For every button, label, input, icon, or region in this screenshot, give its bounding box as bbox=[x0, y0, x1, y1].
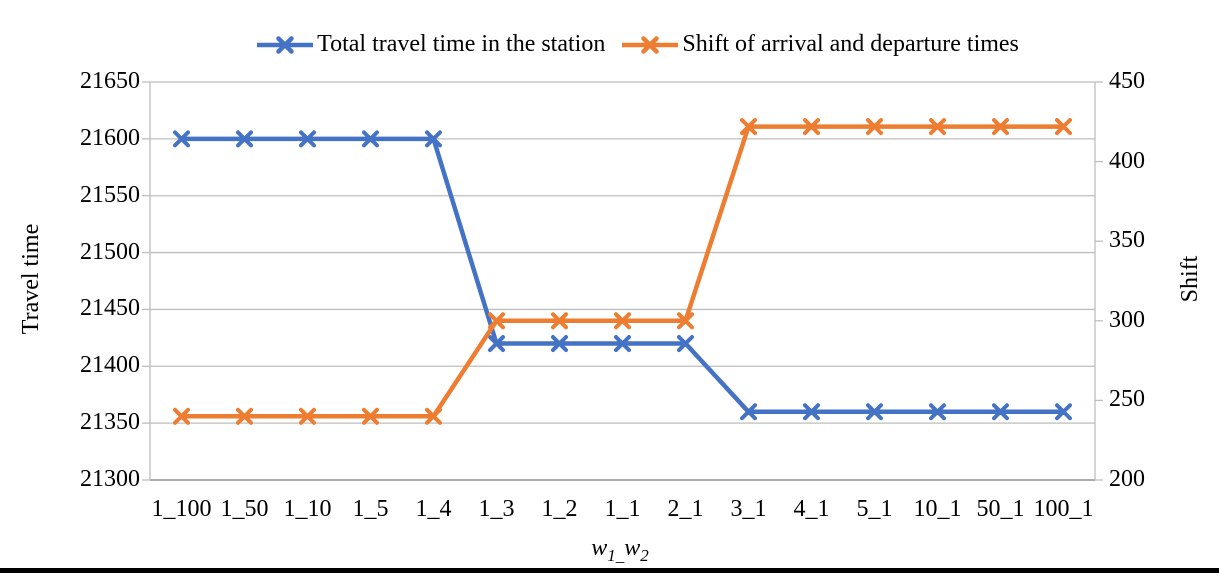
x-axis-tick-label: 10_1 bbox=[913, 496, 962, 522]
legend-item-shift: Shift of arrival and departure times bbox=[621, 31, 1019, 59]
left-axis-tick-label: 21400 bbox=[80, 352, 140, 379]
x-axis-tick-label: 100_1 bbox=[1033, 496, 1094, 522]
left-axis-tick-label: 21300 bbox=[80, 466, 140, 492]
right-axis-tick-label: 250 bbox=[1109, 386, 1145, 413]
left-axis-tick-label: 21450 bbox=[80, 295, 140, 322]
x-axis-tick-label: 1_1 bbox=[604, 496, 641, 522]
x-axis-tick-label: 4_1 bbox=[793, 496, 830, 522]
line-x-marker-orange-icon bbox=[622, 36, 679, 54]
right-axis-tick-label: 450 bbox=[1109, 68, 1145, 94]
legend-label-total-travel-time: Total travel time in the station bbox=[317, 31, 606, 58]
series-total-travel-time-line bbox=[181, 136, 1064, 415]
x-axis-tick-label: 1_4 bbox=[415, 496, 452, 522]
right-axis-tick-label: 200 bbox=[1109, 466, 1145, 492]
x-axis-tick-label: 1_10 bbox=[283, 496, 332, 522]
x-axis-title: w1_w2 bbox=[591, 535, 649, 565]
left-axis-tick-label: 21650 bbox=[80, 68, 140, 94]
left-axis-tick-label: 21600 bbox=[80, 124, 140, 151]
legend: Total travel time in the station Shift o… bbox=[0, 30, 1219, 60]
left-axis-tick-label: 21350 bbox=[80, 409, 140, 436]
legend-label-shift: Shift of arrival and departure times bbox=[682, 31, 1019, 58]
series-total-travel-time-markers bbox=[173, 130, 1072, 421]
x-axis-tick-label: 2_1 bbox=[667, 496, 704, 522]
legend-item-total-travel-time: Total travel time in the station bbox=[256, 31, 605, 59]
x-axis-tick-label: 1_2 bbox=[541, 496, 578, 522]
left-axis-tick-label: 21500 bbox=[80, 238, 140, 265]
x-axis-tick-label: 1_50 bbox=[220, 496, 269, 522]
x-axis-tick-label: 50_1 bbox=[976, 496, 1025, 522]
bottom-border-bar bbox=[0, 568, 1219, 573]
series-shift-markers bbox=[173, 118, 1072, 425]
x-axis-tick-label: 1_100 bbox=[151, 496, 212, 522]
right-axis-tick-label: 350 bbox=[1109, 227, 1145, 254]
x-axis-tick-label: 5_1 bbox=[856, 496, 893, 522]
x-axis-tick-label: 1_5 bbox=[352, 496, 389, 522]
right-axis-tick-label: 400 bbox=[1109, 147, 1145, 174]
line-x-marker-blue-icon bbox=[257, 36, 314, 54]
series-shift-line bbox=[181, 124, 1064, 419]
right-axis-tick-label: 300 bbox=[1109, 306, 1145, 333]
x-axis-tick-label: 3_1 bbox=[730, 496, 767, 522]
x-axis-tick-label: 1_3 bbox=[478, 496, 515, 522]
left-axis-tick-label: 21550 bbox=[80, 181, 140, 208]
